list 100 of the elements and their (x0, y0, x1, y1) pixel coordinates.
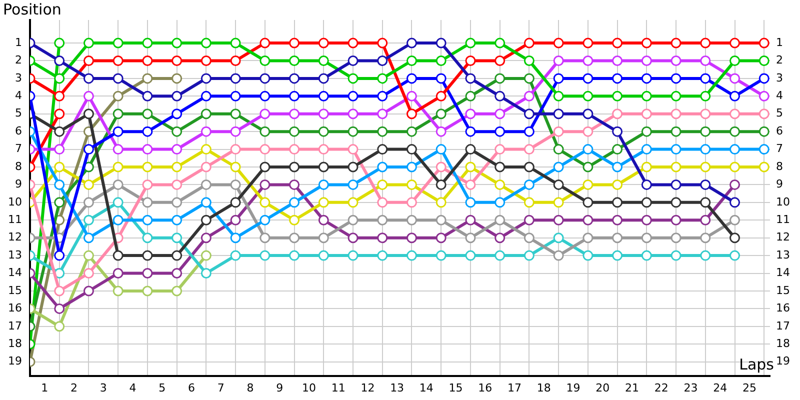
point (553, 232, 564, 244)
point (612, 197, 623, 208)
point (670, 73, 682, 84)
point (142, 197, 153, 208)
point (348, 179, 358, 190)
point (142, 55, 153, 66)
point (700, 90, 711, 102)
point (406, 90, 417, 102)
point (641, 214, 652, 226)
point (524, 214, 534, 226)
point (260, 73, 270, 84)
point (348, 90, 358, 102)
y2-tick-label: 13 (776, 248, 790, 262)
point (553, 162, 564, 172)
point (406, 108, 417, 120)
point (730, 90, 740, 102)
point (582, 90, 594, 102)
point (318, 73, 329, 84)
point (54, 55, 65, 66)
y-tick-label: 9 (15, 178, 22, 191)
y-tick-label: 1 (15, 36, 22, 49)
point (406, 162, 417, 172)
point (289, 38, 300, 48)
point (730, 73, 740, 84)
point (641, 38, 652, 48)
point (200, 268, 212, 279)
point (582, 73, 594, 84)
point (700, 232, 711, 244)
point (494, 144, 506, 155)
point (260, 250, 270, 261)
x-tick-label: 18 (536, 381, 551, 394)
point (83, 144, 94, 155)
point (436, 232, 446, 244)
y-tick-label: 2 (15, 54, 22, 67)
point (142, 179, 153, 190)
point (641, 55, 652, 66)
point (700, 55, 711, 66)
point (436, 55, 446, 66)
point (641, 250, 652, 261)
y-tick-label: 7 (15, 142, 22, 156)
point (494, 38, 506, 48)
x-tick-label: 2 (70, 381, 78, 394)
point (758, 90, 770, 102)
y2-tick-label: 14 (776, 266, 790, 280)
point (142, 108, 153, 120)
y-tick-label: 14 (8, 266, 22, 280)
point (112, 197, 124, 208)
point (524, 144, 534, 155)
y2-tick-label: 18 (776, 336, 790, 350)
point (260, 179, 270, 190)
point (553, 197, 564, 208)
point (54, 321, 65, 332)
point (289, 162, 300, 172)
point (377, 108, 388, 120)
point (230, 108, 241, 120)
x-tick-label: 12 (360, 381, 375, 394)
point (612, 90, 623, 102)
point (670, 144, 682, 155)
x-tick-label: 5 (158, 381, 166, 394)
point (494, 108, 506, 120)
point (318, 108, 329, 120)
x-tick-label: 25 (742, 381, 756, 394)
point (465, 126, 476, 137)
x-tick-label: 17 (508, 381, 522, 394)
point (172, 268, 182, 279)
y-tick-label: 19 (8, 354, 22, 368)
point (142, 38, 153, 48)
point (83, 38, 94, 48)
point (348, 197, 358, 208)
point (641, 144, 652, 155)
point (348, 38, 358, 48)
point (172, 214, 182, 226)
y-tick-label: 12 (8, 230, 22, 244)
point (230, 197, 241, 208)
point (54, 73, 65, 84)
y2-tick-label: 17 (776, 319, 790, 332)
point (524, 73, 534, 84)
point (142, 232, 153, 244)
y2-tick-label: 19 (776, 354, 790, 368)
point (200, 162, 212, 172)
point (172, 55, 182, 66)
point (465, 144, 476, 155)
point (83, 232, 94, 244)
point (553, 90, 564, 102)
point (494, 73, 506, 84)
y-tick-label: 3 (15, 71, 22, 84)
x-tick-label: 11 (331, 381, 346, 394)
point (406, 250, 417, 261)
point (289, 144, 300, 155)
point (553, 144, 564, 155)
point (318, 197, 329, 208)
point (318, 90, 329, 102)
point (670, 90, 682, 102)
point (260, 144, 270, 155)
point (553, 73, 564, 84)
point (200, 108, 212, 120)
x-tick-label: 21 (624, 381, 639, 394)
point (582, 162, 594, 172)
point (172, 126, 182, 137)
point (670, 179, 682, 190)
